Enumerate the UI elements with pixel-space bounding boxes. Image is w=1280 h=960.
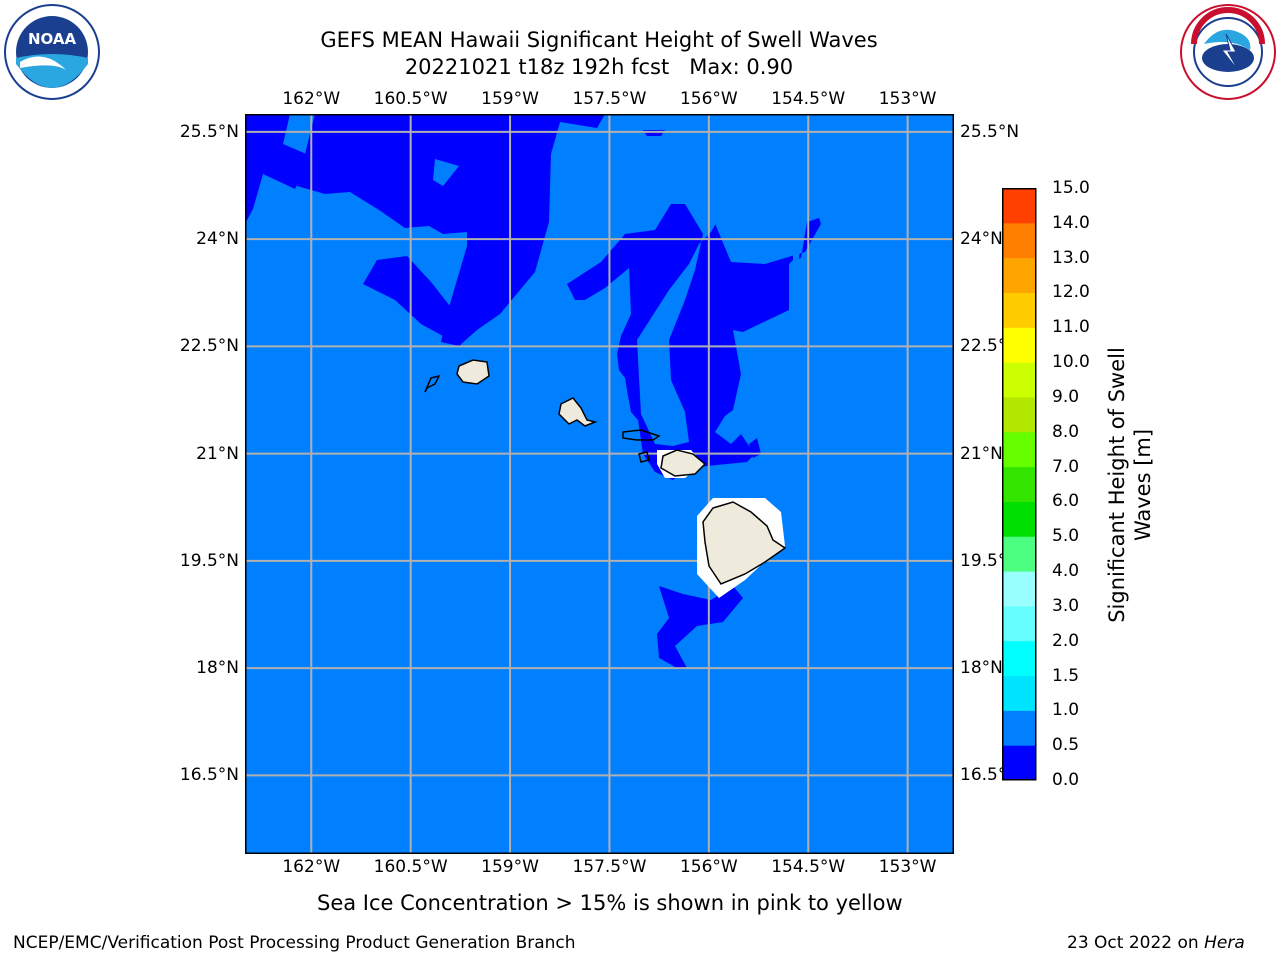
title-line-2: 20221021 t18z 192h fcst Max: 0.90 [404,55,794,79]
colorbar-tick-label: 12.0 [1052,282,1090,303]
lon-tick-label-bottom: 154.5°W [771,857,846,877]
footer-right: 23 Oct 2022 on Hera [1067,933,1245,953]
colorbar-tick-label: 0.0 [1052,770,1080,790]
title-line-1: GEFS MEAN Hawaii Significant Height of S… [320,28,878,52]
lon-tick-label-top: 157.5°W [572,89,647,109]
lon-tick-label-top: 159°W [481,89,539,109]
colorbar [1002,188,1037,781]
ocean-swell-0-0-5 [245,114,821,668]
graticule [245,114,954,854]
colorbar-title: Significant Height of Swell Waves [m] [1104,347,1156,623]
lat-tick-label-right: 18°N [960,658,1003,679]
colorbar-swatch [1002,466,1036,502]
colorbar-tick-label: 13.0 [1052,247,1090,268]
footer-left: NCEP/EMC/Verification Post Processing Pr… [13,933,576,953]
footer-date: 23 Oct 2022 on [1067,933,1205,953]
nws-logo [1180,4,1276,100]
colorbar-tick-label: 9.0 [1052,386,1080,407]
lon-tick-label-bottom: 157.5°W [572,857,647,877]
lat-tick-label-left: 25.5°N [179,121,239,142]
lat-tick-label-right: 25.5°N [960,121,1020,142]
colorbar-tick-label: 11.0 [1052,317,1090,338]
colorbar-swatch [1002,327,1036,363]
island-niihau [424,374,441,393]
lat-tick-label-right: 24°N [960,229,1003,250]
lon-tick-label-top: 153°W [878,89,937,109]
lon-tick-label-top: 162°W [282,89,341,109]
sea-ice-note: Sea Ice Concentration > 15% is shown in … [317,891,903,915]
colorbar-tick-label: 10.0 [1052,352,1090,373]
lat-tick-label-left: 19.5°N [179,550,239,571]
colorbar-tick-label: 2.0 [1052,630,1080,651]
colorbar-swatch [1002,188,1036,224]
lon-tick-label-bottom: 160.5°W [373,857,448,877]
colorbar-swatch [1002,640,1036,677]
ocean-swell-0-5-1-0 [245,114,954,854]
island-lanai [638,451,650,463]
colorbar-tick-label: 5.0 [1052,526,1080,547]
lat-tick-label-left: 16.5°N [179,765,239,786]
colorbar-tick-label: 7.0 [1052,456,1080,477]
lon-tick-label-bottom: 156°W [679,857,738,877]
island-kauai [456,359,490,385]
colorbar-swatch [1002,745,1036,781]
colorbar-swatch [1002,675,1036,711]
colorbar-swatch [1002,222,1036,259]
map-frame [245,114,954,854]
colorbar-title-line-1: Significant Height of Swell [1105,347,1129,623]
lat-tick-label-left: 18°N [196,658,239,679]
colorbar-tick-label: 14.0 [1052,212,1090,233]
colorbar-tick-label: 6.0 [1052,491,1080,512]
colorbar-tick-label: 8.0 [1052,421,1080,442]
colorbar-swatch [1002,571,1036,607]
lat-tick-label-right: 21°N [960,443,1003,464]
colorbar-swatch [1002,396,1036,433]
lon-tick-label-bottom: 153°W [878,857,937,877]
lat-tick-label-left: 22.5°N [179,336,239,357]
colorbar-swatch [1002,536,1036,572]
colorbar-tick-label: 0.5 [1052,735,1080,756]
lon-tick-label-top: 156°W [679,89,738,109]
colorbar-swatch [1002,362,1036,398]
island-molokai [622,429,661,441]
colorbar-tick-label: 1.0 [1052,700,1080,721]
colorbar-swatch [1002,501,1036,537]
colorbar-swatch [1002,257,1036,293]
lon-tick-label-bottom: 159°W [481,857,539,877]
colorbar-swatch [1002,292,1036,328]
colorbar-tick-label: 4.0 [1052,561,1080,582]
lon-tick-label-top: 154.5°W [771,89,846,109]
islands [424,359,787,585]
island-big-island [702,501,787,585]
colorbar-tick-label: 1.5 [1052,665,1080,686]
lon-tick-label-bottom: 162°W [282,857,341,877]
island-oahu [558,397,598,427]
colorbar-swatch [1002,605,1036,642]
island-maui [660,449,707,477]
noaa-logo: NOAA [4,4,100,100]
colorbar-swatch [1002,431,1036,468]
map-panel [245,114,954,854]
colorbar-tick-label: 3.0 [1052,595,1080,616]
lon-tick-label-top: 160.5°W [373,89,448,109]
colorbar-title-line-2: Waves [m] [1131,428,1155,542]
noaa-logo-text: NOAA [28,30,77,48]
footer-machine: Hera [1204,933,1245,953]
lat-tick-label-left: 21°N [196,443,239,464]
colorbar-swatch [1002,710,1036,746]
lat-tick-label-left: 24°N [196,229,239,250]
colorbar-tick-label: 15.0 [1052,178,1090,198]
